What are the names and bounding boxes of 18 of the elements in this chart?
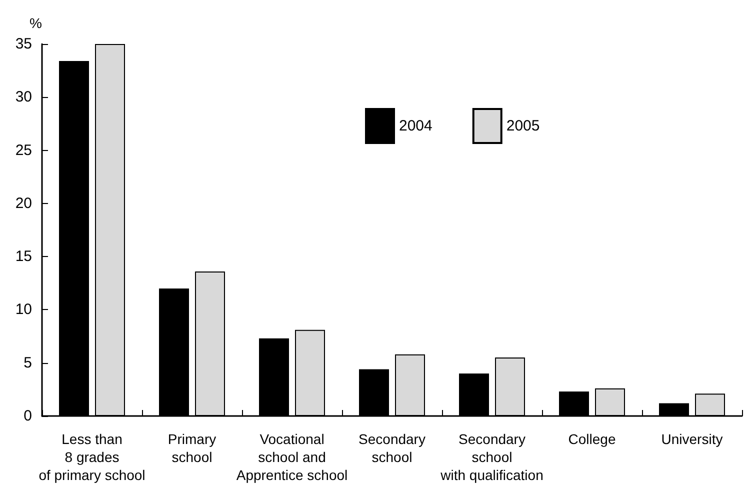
y-tick-label: 5 (24, 354, 32, 372)
y-tick-label: 25 (15, 142, 32, 159)
y-tick-label: 0 (24, 408, 32, 424)
legend-label: 2004 (399, 118, 432, 134)
x-tick-label: Less than 8 grades of primary school (38, 431, 146, 483)
x-tick-label: College (568, 431, 616, 447)
y-tick-label: 10 (15, 301, 32, 318)
x-tick-label: University (661, 431, 723, 447)
y-tick-label: 35 (15, 36, 32, 52)
x-tick-label: Secondary school (358, 431, 426, 465)
x-tick-label: Primary school (168, 431, 216, 465)
x-tick-label: Secondary school with qualification (440, 431, 544, 483)
y-axis-title: % (30, 15, 42, 31)
legend-label: 2005 (506, 118, 540, 134)
y-tick-label: 20 (15, 194, 32, 212)
y-tick-label: 15 (15, 248, 32, 266)
y-tick-label: 30 (15, 88, 32, 106)
x-tick-label: Vocational school and Apprentice school (236, 431, 348, 483)
